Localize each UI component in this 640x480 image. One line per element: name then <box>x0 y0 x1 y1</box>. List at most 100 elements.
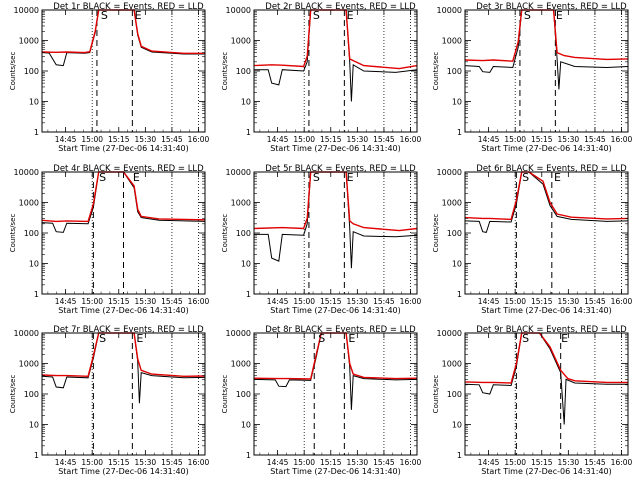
x-tick-label: 15:00 <box>293 297 315 306</box>
y-axis-label: Counts/sec <box>221 52 229 91</box>
x-tick-label: 15:00 <box>81 458 103 467</box>
y-tick-label: 10 <box>452 260 462 269</box>
y-tick-label: 10 <box>241 260 251 269</box>
y-tick-label: 1000 <box>19 37 39 46</box>
marker-label: E <box>554 171 561 184</box>
series-line-events <box>464 332 628 425</box>
x-tick-label: 15:30 <box>135 458 157 467</box>
y-tick-label: 1 <box>34 451 39 460</box>
x-tick-label: 15:00 <box>504 135 526 144</box>
series-line-events <box>41 9 205 67</box>
chart-title: Det 2r BLACK = Events, RED = LLD <box>265 2 416 12</box>
y-axis-label: Counts/sec <box>432 375 440 414</box>
y-tick-label: 100 <box>236 67 251 76</box>
chart-title: Det 9r BLACK = Events, RED = LLD <box>476 325 627 335</box>
y-tick-label: 10000 <box>14 329 39 338</box>
series-line-events <box>253 332 418 410</box>
x-tick-label: 15:30 <box>347 135 369 144</box>
x-tick-label: 15:15 <box>320 458 342 467</box>
x-tick-label: 15:30 <box>558 135 580 144</box>
x-tick-label: 15:45 <box>161 135 183 144</box>
y-tick-label: 1000 <box>231 199 251 208</box>
y-tick-label: 1000 <box>19 360 39 369</box>
x-tick-label: 14:45 <box>267 135 289 144</box>
y-tick-label: 1000 <box>19 199 39 208</box>
x-tick-label: 16:00 <box>400 135 422 144</box>
y-tick-label: 1000 <box>442 199 462 208</box>
marker-label: S <box>522 332 529 345</box>
marker-label: S <box>318 332 325 345</box>
plot-frame <box>464 9 629 133</box>
y-tick-label: 1000 <box>231 360 251 369</box>
x-tick-label: 16:00 <box>400 458 422 467</box>
chart-title: Det 7r BLACK = Events, RED = LLD <box>53 325 204 335</box>
x-tick-label: 15:45 <box>161 297 183 306</box>
x-tick-label: 14:45 <box>55 458 77 467</box>
y-tick-label: 1 <box>457 451 462 460</box>
x-axis-label: Start Time (27-Dec-06 14:31:40) <box>270 467 401 476</box>
marker-label: S <box>99 332 106 345</box>
y-tick-label: 1000 <box>231 37 251 46</box>
y-tick-label: 10000 <box>437 6 462 15</box>
y-tick-label: 100 <box>24 229 39 238</box>
marker-label: S <box>99 171 106 184</box>
chart-title: Det 6r BLACK = Events, RED = LLD <box>476 164 627 174</box>
x-tick-label: 15:30 <box>558 458 580 467</box>
x-tick-label: 15:15 <box>531 297 553 306</box>
y-tick-label: 10 <box>452 421 462 430</box>
y-tick-label: 10 <box>29 421 39 430</box>
x-axis-label: Start Time (27-Dec-06 14:31:40) <box>58 144 189 153</box>
series-line-events <box>464 171 629 233</box>
marker-label: E <box>136 332 143 345</box>
x-tick-label: 15:00 <box>504 458 526 467</box>
chart-title: Det 3r BLACK = Events, RED = LLD <box>476 2 627 12</box>
series-line-events <box>254 171 418 269</box>
y-tick-label: 10000 <box>14 6 39 15</box>
x-tick-label: 14:45 <box>55 135 77 144</box>
y-tick-label: 10000 <box>226 168 251 177</box>
x-tick-label: 15:45 <box>373 458 395 467</box>
chart-title: Det 5r BLACK = Events, RED = LLD <box>265 164 416 174</box>
series-line-events <box>464 9 629 90</box>
y-axis-label: Counts/sec <box>432 214 440 253</box>
x-tick-label: 16:00 <box>611 458 633 467</box>
x-tick-label: 15:00 <box>81 297 103 306</box>
x-tick-label: 15:15 <box>531 458 553 467</box>
chart-title: Det 4r BLACK = Events, RED = LLD <box>53 164 204 174</box>
plot-frame <box>253 9 418 133</box>
x-tick-label: 14:45 <box>478 458 500 467</box>
y-axis-label: Counts/sec <box>9 52 17 91</box>
y-tick-label: 100 <box>447 67 462 76</box>
x-tick-label: 15:30 <box>135 135 157 144</box>
y-tick-label: 1 <box>457 290 462 299</box>
x-tick-label: 16:00 <box>188 135 210 144</box>
x-tick-label: 15:15 <box>531 135 553 144</box>
x-tick-label: 15:45 <box>584 135 606 144</box>
x-axis-label: Start Time (27-Dec-06 14:31:40) <box>270 144 401 153</box>
plot-frame <box>41 332 206 456</box>
x-tick-label: 15:15 <box>108 135 130 144</box>
y-tick-label: 10 <box>452 98 462 107</box>
y-tick-label: 100 <box>447 390 462 399</box>
x-tick-label: 14:45 <box>478 297 500 306</box>
x-tick-label: 15:15 <box>320 135 342 144</box>
y-tick-label: 100 <box>447 229 462 238</box>
series-line-lld <box>41 332 206 378</box>
x-tick-label: 15:00 <box>81 135 103 144</box>
y-tick-label: 10 <box>241 421 251 430</box>
y-tick-label: 1 <box>246 451 251 460</box>
series-line-events <box>254 9 418 102</box>
y-tick-label: 10000 <box>226 329 251 338</box>
x-axis-label: Start Time (27-Dec-06 14:31:40) <box>481 467 612 476</box>
marker-label: E <box>347 171 354 184</box>
y-tick-label: 100 <box>236 229 251 238</box>
x-tick-label: 16:00 <box>611 135 633 144</box>
marker-label: S <box>522 171 529 184</box>
marker-label: E <box>348 332 355 345</box>
y-tick-label: 100 <box>24 390 39 399</box>
